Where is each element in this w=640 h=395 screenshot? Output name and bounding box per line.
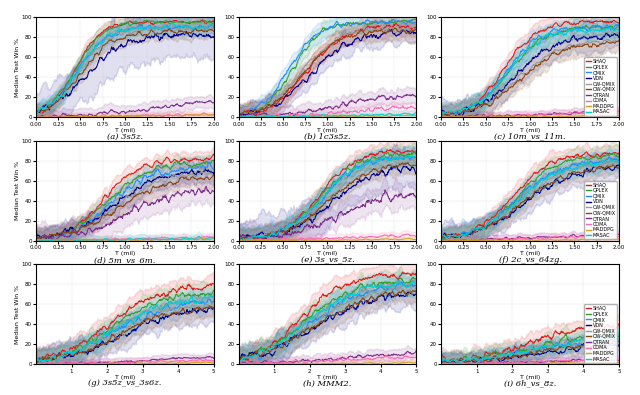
Text: (e) 3s_vs_5z.: (e) 3s_vs_5z. [301, 256, 355, 264]
Y-axis label: Median Test Win %: Median Test Win % [15, 38, 20, 97]
X-axis label: T (mil): T (mil) [520, 128, 540, 133]
Text: (g) 3s5z_vs_3s6z.: (g) 3s5z_vs_3s6z. [88, 380, 161, 387]
Legend: SHAQ, QPLEX, QMIX, VDN, CW-QMIX, OW-QMIX, QTRAN, COMA, MADDPG, MASAC: SHAQ, QPLEX, QMIX, VDN, CW-QMIX, OW-QMIX… [584, 57, 618, 116]
Text: (d) 5m_vs_6m.: (d) 5m_vs_6m. [94, 256, 156, 264]
Text: (b) 1c3s5z.: (b) 1c3s5z. [304, 132, 351, 140]
X-axis label: T (mil): T (mil) [317, 128, 337, 133]
Legend: SHAQ, QPLEX, QMIX, VDN, CW-QMIX, OW-QMIX, QTRAN, COMA, MADDPG, MASAC: SHAQ, QPLEX, QMIX, VDN, CW-QMIX, OW-QMIX… [584, 305, 618, 363]
X-axis label: T (mil): T (mil) [520, 375, 540, 380]
X-axis label: T (mil): T (mil) [317, 252, 337, 256]
X-axis label: T (mil): T (mil) [115, 128, 135, 133]
X-axis label: T (mil): T (mil) [115, 375, 135, 380]
X-axis label: T (mil): T (mil) [317, 375, 337, 380]
Text: (h) MMM2.: (h) MMM2. [303, 380, 351, 387]
Legend: SHAQ, QPLEX, QMIX, VDN, CW-QMIX, OW-QMIX, QTRAN, COMA, MADDPG, MASAC: SHAQ, QPLEX, QMIX, VDN, CW-QMIX, OW-QMIX… [584, 181, 618, 239]
Y-axis label: Median Test Win %: Median Test Win % [15, 285, 20, 344]
Text: (i) 6h_vs_8z.: (i) 6h_vs_8z. [504, 380, 556, 387]
X-axis label: T (mil): T (mil) [115, 252, 135, 256]
Text: (a) 3s5z.: (a) 3s5z. [107, 132, 143, 140]
Text: (c) 10m_vs_11m.: (c) 10m_vs_11m. [494, 132, 566, 140]
Y-axis label: Median Test Win %: Median Test Win % [15, 161, 20, 220]
X-axis label: T (mil): T (mil) [520, 252, 540, 256]
Text: (f) 2c_vs_64zg.: (f) 2c_vs_64zg. [499, 256, 561, 264]
